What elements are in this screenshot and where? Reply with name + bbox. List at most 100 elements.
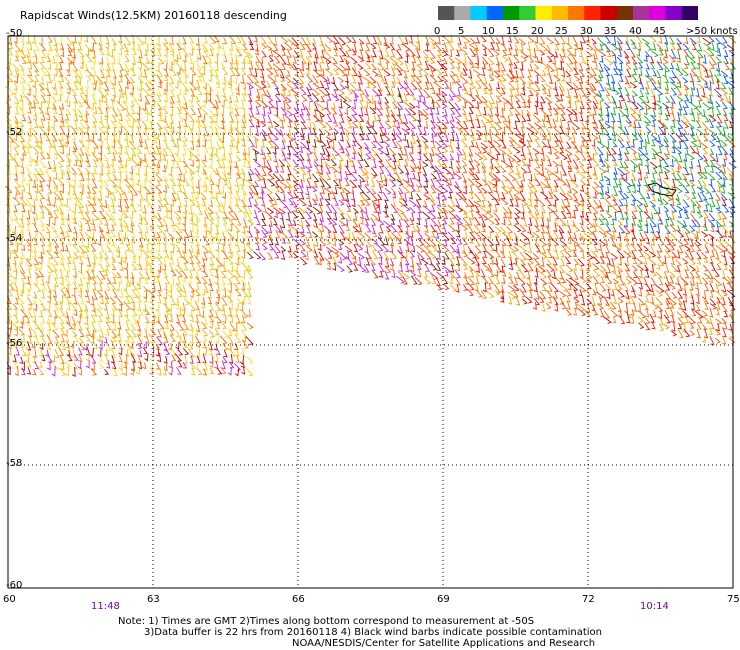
wind-barb: [324, 88, 331, 96]
wind-barb: [612, 131, 617, 142]
wind-barb: [409, 140, 414, 149]
wind-barb: [711, 200, 716, 208]
wind-barb: [26, 210, 31, 220]
wind-barb: [520, 167, 528, 174]
wind-barb: [305, 165, 312, 173]
wind-barb: [189, 327, 194, 338]
wind-barb: [424, 177, 428, 189]
wind-barb: [454, 102, 461, 111]
wind-barb: [684, 148, 689, 156]
wind-barb: [194, 314, 200, 324]
wind-barb: [47, 321, 52, 332]
wind-barb: [222, 95, 228, 102]
wind-barb: [27, 158, 33, 167]
wind-barb: [599, 55, 604, 63]
wind-barb: [671, 251, 678, 258]
wind-barb: [350, 82, 358, 92]
wind-barb: [261, 50, 267, 58]
wind-barb: [188, 114, 195, 122]
wind-barb: [561, 301, 567, 310]
wind-barb: [5, 101, 13, 109]
wind-barb: [229, 354, 234, 365]
wind-barb: [488, 276, 495, 285]
wind-barb: [299, 220, 304, 228]
wind-barb: [235, 86, 240, 96]
wind-barb: [51, 196, 57, 208]
wind-barb: [221, 165, 226, 175]
wind-barb: [180, 173, 185, 183]
wind-barb: [463, 272, 468, 279]
wind-barb: [398, 187, 404, 194]
wind-barb: [430, 99, 435, 110]
wind-barb: [577, 284, 587, 293]
wind-barb: [6, 192, 11, 201]
wind-barb: [663, 138, 670, 148]
wind-barb: [542, 284, 547, 291]
wind-barb: [234, 196, 239, 207]
wind-barb: [164, 141, 169, 149]
wind-barb: [554, 112, 559, 123]
wind-barb: [534, 298, 540, 306]
wind-barb: [403, 113, 409, 124]
wind-barb: [376, 35, 383, 45]
wind-barb: [73, 190, 79, 200]
wind-barb: [130, 275, 135, 285]
wind-barb: [682, 199, 690, 208]
wind-barb: [6, 158, 11, 168]
wind-barb: [122, 88, 127, 96]
wind-barb: [691, 219, 698, 227]
wind-barb: [590, 90, 599, 98]
wind-barb: [410, 94, 417, 101]
legend-label: 25: [555, 26, 568, 37]
longitude-label: 63: [147, 594, 160, 605]
wind-barb: [703, 300, 709, 310]
wind-barb: [255, 106, 260, 115]
wind-barb: [175, 224, 183, 234]
wind-barb: [201, 302, 206, 309]
wind-barb: [629, 147, 638, 155]
wind-barb: [318, 202, 324, 213]
wind-barb: [580, 203, 585, 213]
wind-barb: [639, 232, 645, 242]
wind-barb: [606, 95, 612, 104]
wind-barb: [721, 133, 730, 142]
wind-barb: [33, 262, 39, 271]
wind-barb: [351, 67, 358, 76]
wind-barb: [593, 218, 598, 227]
wind-barb: [500, 81, 507, 90]
wind-barb: [318, 113, 324, 123]
wind-barb: [365, 224, 372, 233]
wind-barb: [636, 102, 645, 111]
wind-barb: [383, 141, 391, 148]
wind-barb: [553, 179, 559, 188]
wind-barb: [391, 132, 397, 140]
wind-barb: [665, 211, 670, 221]
wind-barb: [254, 48, 260, 56]
wind-barb: [145, 199, 151, 206]
wind-barb: [502, 43, 508, 51]
wind-barb: [71, 167, 78, 175]
wind-barb: [181, 106, 189, 115]
wind-barb: [119, 368, 125, 375]
wind-barb: [162, 131, 168, 142]
wind-barb: [540, 191, 549, 200]
wind-barb: [612, 87, 620, 96]
wind-barb: [690, 245, 695, 252]
wind-barb: [618, 255, 622, 266]
wind-barb: [721, 177, 726, 188]
wind-barb: [682, 139, 689, 149]
wind-barb: [567, 281, 572, 291]
wind-barb: [502, 174, 510, 182]
wind-barb: [200, 115, 205, 124]
wind-barb: [195, 283, 200, 291]
wind-barb: [214, 62, 219, 72]
wind-barb: [235, 48, 243, 57]
wind-barb: [188, 284, 196, 293]
wind-barb: [170, 89, 175, 98]
wind-barb: [12, 63, 20, 72]
wind-barb: [130, 329, 137, 338]
wind-barb: [21, 244, 26, 252]
wind-barb: [46, 257, 51, 268]
wind-barb: [592, 223, 598, 233]
wind-barb: [677, 211, 682, 219]
